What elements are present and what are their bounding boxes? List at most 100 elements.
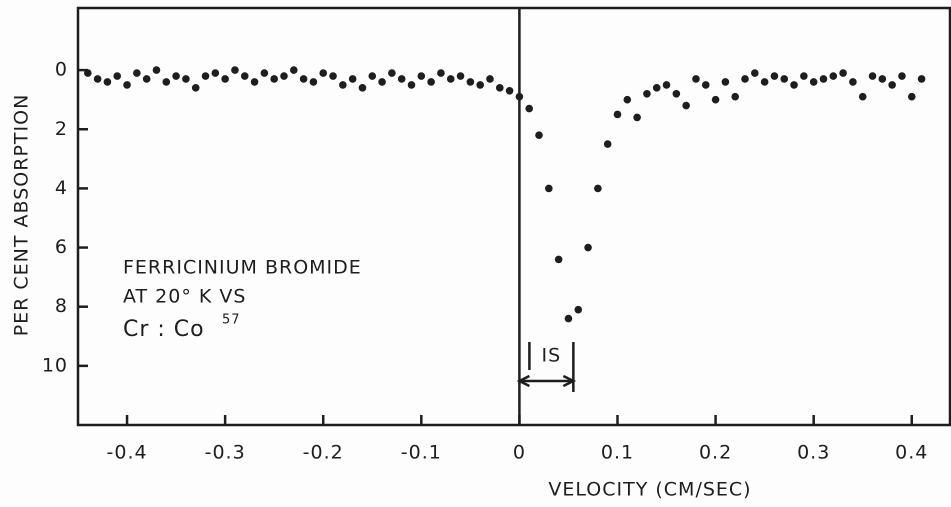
data-point [907,92,916,101]
data-point [93,75,102,83]
data-point [701,81,710,89]
data-point [711,95,720,104]
y-tick-label: 10 [42,354,68,376]
data-point [731,92,740,101]
data-point [829,72,838,80]
data-point [613,110,622,119]
x-tick-label: -0.4 [107,442,148,464]
data-point [652,84,661,92]
data-point [535,131,543,139]
data-point [466,78,475,86]
data-point [388,69,396,77]
x-tick-label: 0.1 [601,442,634,464]
annotation: FERRICINIUM BROMIDE [123,257,362,279]
data-point [858,92,867,101]
data-point [515,92,524,101]
data-point [201,72,210,80]
y-tick-label: 0 [55,59,68,81]
data-point [437,69,445,77]
data-point [113,72,122,80]
data-point [456,72,465,80]
x-tick-label: 0.4 [895,442,928,464]
data-point [319,69,328,77]
data-point [584,243,592,252]
x-tick-label: 0.3 [797,442,830,464]
data-point [250,78,259,86]
data-point [260,69,269,77]
data-point [809,78,818,86]
data-point [182,75,190,83]
data-point [368,72,377,80]
data-point [240,72,249,80]
data-point [142,75,151,83]
data-point [780,75,789,83]
data-point [525,104,534,113]
is-arrowhead [516,374,530,388]
annotation-superscript: 57 [222,313,241,328]
data-point [672,89,681,98]
data-point [133,69,141,77]
data-point [741,75,749,83]
data-point [289,66,298,74]
data-point [486,75,494,83]
y-tick-label: 8 [55,295,68,317]
data-point [545,184,553,193]
data-point [633,113,641,122]
y-tick-label: 4 [55,177,68,199]
data-point [800,72,808,80]
data-point [446,75,455,83]
data-point [564,314,573,323]
data-point [849,78,857,86]
data-point [427,78,435,86]
data-point [898,72,906,80]
y-tick-label: 2 [55,118,68,140]
y-tick-label: 6 [55,236,68,258]
data-point [495,84,504,92]
data-point [721,78,730,86]
data-point [603,140,612,148]
data-point [172,72,180,80]
data-point [682,101,690,110]
data-point [751,69,759,77]
data-point [84,69,92,77]
data-point [211,69,220,77]
x-tick-label: 0 [513,442,526,464]
data-point [162,78,171,86]
data-point [309,78,318,86]
y-axis-label: PER CENT ABSORPTION [11,94,33,337]
data-point [692,75,700,83]
is-label: IS [542,345,562,367]
data-point [917,75,926,83]
data-point [505,87,514,95]
data-point [554,255,563,264]
data-point [662,81,671,89]
data-point [839,69,847,77]
data-point [819,75,828,83]
x-tick-label: -0.2 [303,442,344,464]
data-point [623,95,632,104]
x-tick-label: -0.1 [401,442,442,464]
data-point [299,75,308,83]
data-point [594,184,602,193]
data-point [378,78,386,86]
data-point [407,81,416,89]
data-point [221,75,229,83]
data-point [397,75,406,83]
data-point [574,305,583,314]
data-point [888,81,896,89]
data-point [868,72,877,80]
data-point [770,72,779,80]
annotation: Cr : Co [123,317,205,342]
data-point [329,72,337,80]
data-point [152,66,161,74]
plot-frame [76,6,951,427]
data-point [643,89,651,98]
data-point [270,75,278,83]
data-point [878,75,887,83]
data-point [280,72,288,80]
data-point [417,72,426,80]
data-point [231,66,239,74]
annotation: AT 20° K VS [123,286,246,308]
